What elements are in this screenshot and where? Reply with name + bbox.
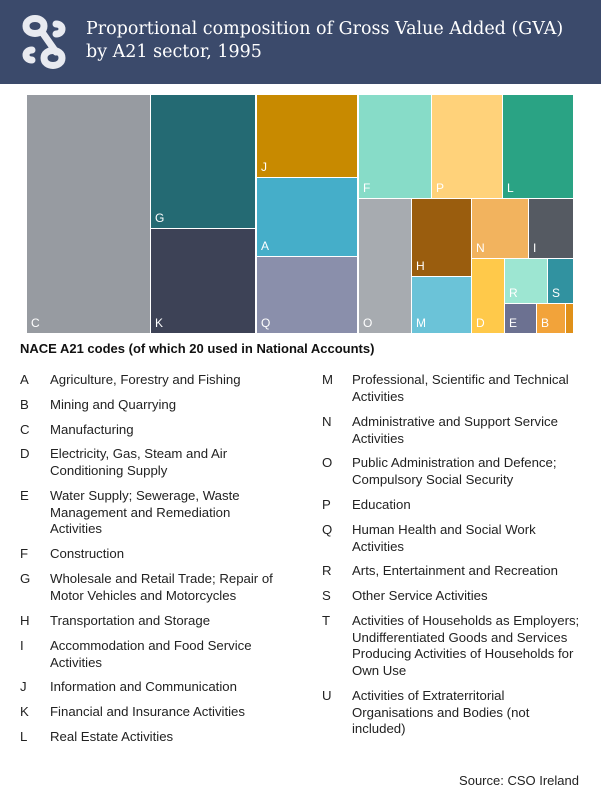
treemap-tile-q [257,257,357,333]
treemap-tile-label-a: A [261,239,269,253]
source-note: Source: CSO Ireland [459,773,579,788]
legend-description: Electricity, Gas, Steam and Air Conditio… [50,446,228,478]
legend-code: N [322,414,332,429]
legend-description: Arts, Entertainment and Recreation [352,563,558,578]
legend-code: I [20,638,24,653]
legend-description: Activities of Households as Employers; U… [352,613,580,678]
legend-code: S [322,588,331,603]
legend-description: Financial and Insurance Activities [50,704,245,719]
treemap-chart: C G K J A Q F P L O H M N I D R S E B [27,95,573,333]
legend-description: Transportation and Storage [50,613,211,628]
treemap-tile-label-s: S [552,286,560,300]
treemap-tile-label-r: R [509,286,518,300]
treemap-tile-s [548,259,573,303]
treemap-tile-label-i: I [533,241,536,255]
treemap-tile-label-g: G [155,211,164,225]
legend-code: J [20,679,27,694]
legend-description: Human Health and Social Work Activities [352,522,536,554]
legend-description: Information and Communication [50,679,237,694]
treemap-tile-m [412,277,471,333]
legend-code: U [322,688,332,703]
treemap-tile-c [27,95,150,333]
treemap-tile-n [472,199,528,258]
legend-description: Manufacturing [50,422,134,437]
treemap-tile-h [412,199,471,276]
treemap-tile-label-p: P [436,181,444,195]
legend-code: H [20,613,30,628]
legend-code: E [20,488,29,503]
treemap-tile-label-q: Q [261,316,270,330]
legend-description: Agriculture, Forestry and Fishing [50,372,241,387]
legend-code: A [20,372,29,387]
legend-code: Q [322,522,333,537]
treemap-tile-f [359,95,431,198]
cso-logo-icon [22,15,66,69]
legend-description: Professional, Scientific and Technical A… [352,372,569,404]
legend-description: Real Estate Activities [50,729,174,744]
legend-code: K [20,704,29,719]
treemap-tile-b [537,304,565,333]
legend-description: Administrative and Support Service Activ… [352,414,558,446]
treemap-tile-l [503,95,573,198]
legend-description: Activities of Extraterritorial Organisat… [352,688,530,737]
treemap-tile-label-b: B [541,316,549,330]
legend-description: Construction [50,546,125,561]
legend-description: Water Supply; Sewerage, Waste Management… [50,488,240,537]
chart-title: Proportional composition of Gross Value … [86,19,564,62]
treemap-tile-label-k: K [155,316,163,330]
header-bar: Proportional composition of Gross Value … [0,0,601,84]
treemap-tile-r [505,259,547,303]
treemap-tile-label-e: E [509,316,517,330]
treemap-tile-i [529,199,573,258]
legend-code: O [322,455,333,470]
treemap-tile-p [432,95,502,198]
legend-description: Other Service Activities [352,588,488,603]
treemap-tile-label-c: C [31,316,40,330]
legend-code: D [20,446,30,461]
legend-description: Education [352,497,411,512]
codes-heading: NACE A21 codes (of which 20 used in Nati… [20,341,375,356]
treemap-tile-e [505,304,536,333]
treemap-tile-label-h: H [416,259,425,273]
treemap-tile-t [566,304,573,333]
legend-code: C [20,422,30,437]
legend-code: B [20,397,29,412]
treemap-tile-label-n: N [476,241,485,255]
legend-code: F [20,546,29,561]
treemap-tile-k [151,229,255,333]
treemap-tile-a [257,178,357,256]
legend-description: Public Administration and Defence; Compu… [352,455,557,487]
treemap-tile-label-o: O [363,316,372,330]
legend-code: P [322,497,331,512]
treemap-tile-label-m: M [416,316,426,330]
legend-code: L [20,729,28,744]
legend-code: T [322,613,331,628]
legend-code: M [322,372,333,387]
legend-description: Mining and Quarrying [50,397,177,412]
treemap-tile-label-d: D [476,316,485,330]
treemap-tile-j [257,95,357,177]
treemap-tile-o [359,199,411,333]
treemap-tile-label-f: F [363,181,370,195]
treemap-tile-label-j: J [261,160,267,174]
legend-code: R [322,563,332,578]
legend-description: Wholesale and Retail Trade; Repair of Mo… [50,571,273,603]
treemap-tile-label-l: L [507,181,514,195]
legend-code: G [20,571,31,586]
treemap-tile-g [151,95,255,228]
treemap-tile-d [472,259,504,333]
legend-description: Accommodation and Food Service Activitie… [50,638,252,670]
